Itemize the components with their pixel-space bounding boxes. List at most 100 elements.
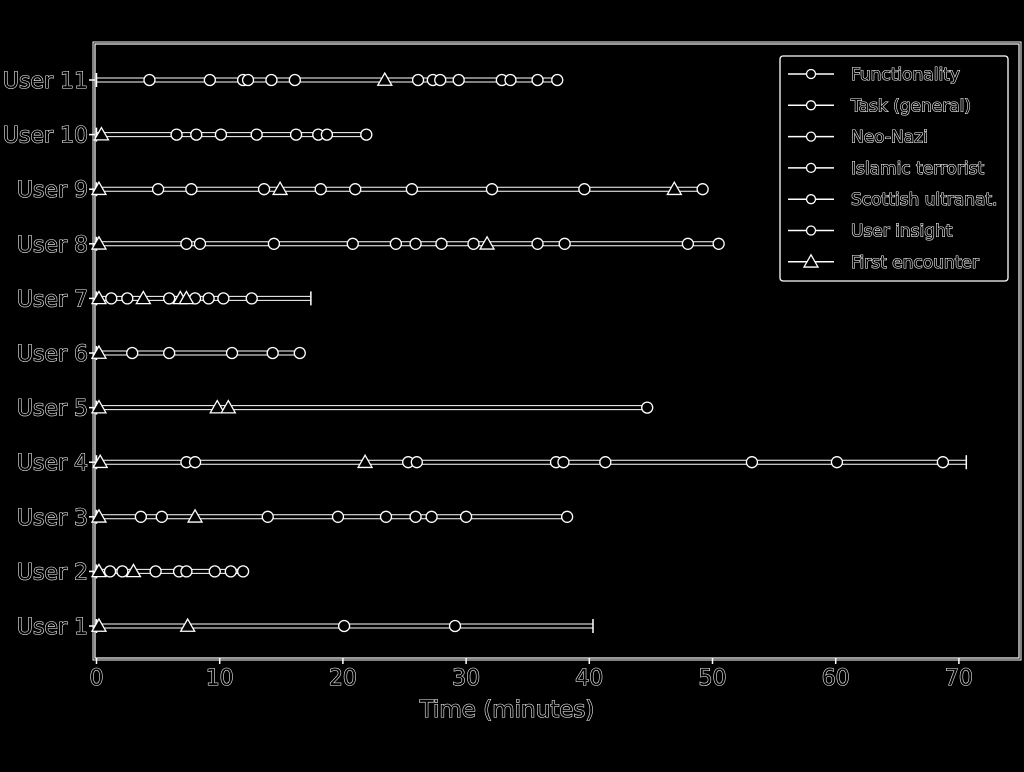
event-marker-end — [551, 73, 564, 87]
event-marker — [217, 292, 230, 305]
first-encounter-marker — [135, 290, 152, 305]
event-marker — [389, 237, 403, 250]
y-tick-label: User 3 — [17, 506, 88, 531]
y-tick-label: User 1 — [17, 615, 88, 640]
event-marker — [314, 183, 327, 196]
legend-label: Task (general) — [850, 96, 971, 116]
legend-box — [779, 55, 1009, 282]
event-marker — [459, 510, 473, 523]
event-marker — [214, 128, 228, 141]
legend-label: User insight — [851, 222, 953, 242]
event-marker — [188, 456, 202, 469]
event-marker — [936, 456, 950, 469]
user-row: User 8 — [16, 232, 725, 258]
event-marker — [224, 565, 237, 578]
x-tick-label: 50 — [699, 666, 727, 691]
event-marker — [452, 73, 465, 87]
event-marker — [151, 183, 165, 196]
event-marker — [250, 128, 263, 141]
x-tick-label: 70 — [945, 666, 973, 691]
event-marker — [143, 73, 156, 87]
first-encounter-marker — [179, 617, 196, 632]
legend-label: Neo-Nazi — [851, 128, 928, 148]
user-row: User 11 — [2, 68, 564, 95]
legend-label: Scottish ultranat. — [851, 190, 997, 210]
event-marker — [349, 183, 362, 196]
legend: Functionality Task (general) Neo-Nazi Islam… — [779, 55, 1009, 282]
x-axis-label: Time (minutes) — [419, 697, 595, 723]
x-tick-label: 60 — [822, 666, 850, 691]
event-marker — [681, 237, 695, 250]
legend-marker — [802, 253, 820, 268]
first-encounter-marker — [376, 71, 393, 86]
event-marker — [261, 510, 274, 523]
first-encounter-marker — [271, 180, 289, 196]
event-marker — [467, 237, 480, 250]
event-marker — [155, 510, 168, 523]
event-marker — [266, 346, 279, 360]
first-encounter-marker — [90, 235, 108, 250]
x-tick-label: 0 — [90, 666, 104, 691]
first-encounter-marker — [209, 399, 226, 414]
event-marker — [409, 237, 422, 250]
event-marker — [379, 510, 393, 523]
first-encounter-marker — [90, 399, 108, 414]
event-marker — [320, 128, 334, 141]
event-marker — [116, 565, 129, 578]
user-row: User 5 — [16, 396, 654, 422]
legend-marker — [805, 100, 817, 111]
first-encounter-marker — [178, 290, 195, 305]
first-encounter-marker — [666, 180, 683, 196]
event-marker — [337, 619, 351, 633]
x-tick-label: 20 — [329, 666, 357, 691]
event-marker — [257, 183, 271, 196]
first-encounter-marker — [90, 617, 108, 632]
event-marker — [830, 456, 844, 469]
event-marker — [745, 456, 759, 469]
event-marker — [208, 565, 221, 578]
y-tick-label: User 7 — [17, 287, 88, 312]
event-marker — [180, 565, 193, 578]
first-encounter-marker — [90, 563, 108, 578]
legend-label: First encounter — [851, 253, 979, 273]
event-marker-end — [360, 128, 373, 141]
first-encounter-marker — [478, 235, 496, 250]
y-tick-label: User 5 — [17, 397, 88, 422]
legend-label: Functionality — [851, 65, 960, 85]
event-marker — [599, 456, 612, 469]
legend-marker — [805, 225, 817, 236]
first-encounter-marker — [90, 508, 108, 523]
legend-label: Islamic terrorist — [851, 159, 984, 179]
first-encounter-marker — [90, 180, 108, 196]
event-marker — [425, 510, 438, 523]
plot-frame-outer — [92, 41, 1022, 661]
event-marker-end — [293, 346, 306, 360]
event-marker-end — [236, 565, 250, 578]
first-encounter-marker — [220, 399, 237, 414]
user-row: User 10 — [2, 123, 373, 149]
event-marker — [163, 346, 176, 360]
event-marker — [558, 237, 571, 250]
legend-marker — [805, 131, 817, 142]
first-encounter-marker — [356, 453, 374, 469]
user-row: User 4 — [16, 451, 968, 477]
event-marker — [289, 128, 303, 141]
user-row: User 6 — [16, 341, 306, 368]
user-row: User 9 — [16, 178, 709, 204]
legend-marker — [805, 68, 817, 80]
event-marker — [202, 292, 215, 305]
first-encounter-marker — [93, 126, 110, 141]
first-encounter-marker — [92, 453, 109, 469]
first-encounter-marker — [90, 344, 108, 359]
event-marker — [578, 183, 591, 196]
event-marker — [126, 346, 139, 360]
event-marker-end — [696, 183, 709, 196]
event-marker-end — [560, 510, 574, 523]
y-tick-label: User 8 — [17, 233, 88, 258]
event-marker — [265, 73, 278, 87]
event-marker — [409, 510, 422, 523]
event-marker — [531, 237, 544, 250]
event-marker — [149, 565, 162, 578]
y-tick-label: User 10 — [3, 124, 88, 149]
x-tick-label: 40 — [575, 666, 603, 691]
